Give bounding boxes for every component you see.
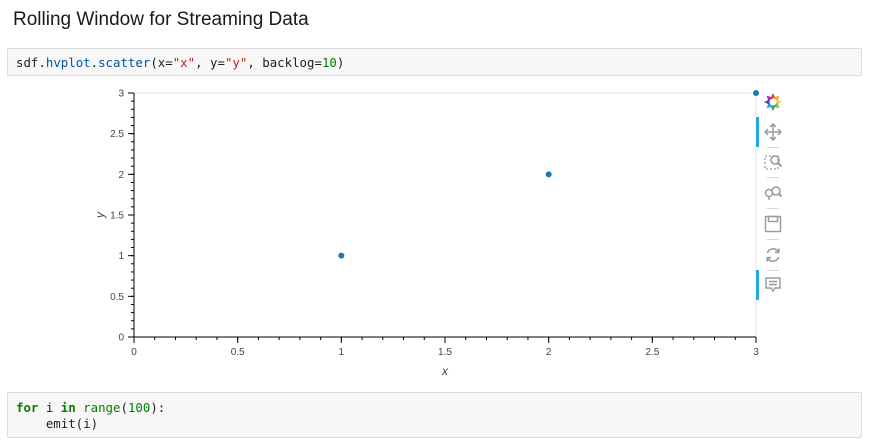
code-token: "x" <box>172 55 196 70</box>
plot-toolbar <box>756 90 787 305</box>
data-point <box>545 171 552 178</box>
code-line: emit(i) <box>16 416 853 432</box>
hover-icon[interactable] <box>763 275 783 295</box>
wheel-zoom-icon[interactable] <box>763 183 783 203</box>
plot-area <box>133 92 757 338</box>
code-token: , backlog= <box>247 55 322 70</box>
x-tick-label: 1 <box>339 347 345 358</box>
scatter-plot[interactable]: 0 0.5 1 1.5 2 2.5 3 0 0.5 1 1.5 2 2.5 3 x y <box>0 80 872 386</box>
y-axis-label: y <box>93 211 107 219</box>
y-tick-label: 2.5 <box>110 129 124 140</box>
y-tick-label: 1 <box>118 251 124 262</box>
y-tick-label: 0.5 <box>110 292 124 303</box>
code-cell-hvplot[interactable]: sdf.hvplot.scatter(x="x", y="y", backlog… <box>7 48 862 76</box>
pan-icon[interactable] <box>763 122 783 142</box>
x-tick-label: 1.5 <box>438 347 452 358</box>
bokeh-logo-icon[interactable] <box>763 92 783 112</box>
code-token: 100 <box>127 400 151 415</box>
y-tick-label: 0 <box>118 333 124 344</box>
code-token: , y= <box>195 55 225 70</box>
code-token: ): <box>150 400 166 415</box>
code-token: (x= <box>150 55 173 70</box>
code-token: i <box>38 400 61 415</box>
box-zoom-icon[interactable] <box>763 152 783 172</box>
data-point <box>753 90 759 96</box>
x-tick-label: 2.5 <box>645 347 659 358</box>
code-token: "y" <box>224 55 248 70</box>
page-heading: Rolling Window for Streaming Data <box>13 9 309 30</box>
x-tick-label: 0.5 <box>231 347 245 358</box>
data-point <box>338 252 345 259</box>
code-token: for <box>16 400 39 415</box>
code-token: . <box>38 55 46 70</box>
reset-icon[interactable] <box>763 245 783 265</box>
y-tick-label: 3 <box>118 89 124 100</box>
save-icon[interactable] <box>763 214 783 234</box>
x-tick-label: 3 <box>753 347 759 358</box>
code-token: range <box>83 400 121 415</box>
code-token: 10 <box>321 55 337 70</box>
code-line: for i in range(100): <box>16 400 853 416</box>
code-token: scatter <box>98 55 151 70</box>
y-tick-label: 1.5 <box>110 211 124 222</box>
code-line: sdf.hvplot.scatter(x="x", y="y", backlog… <box>16 55 853 71</box>
code-token: . <box>90 55 99 70</box>
code-token: ) <box>336 55 345 70</box>
code-token: ( <box>120 400 128 415</box>
code-token: in <box>60 400 76 415</box>
x-tick-label: 0 <box>131 347 137 358</box>
code-token: emit(i) <box>16 416 99 431</box>
code-token: hvplot <box>45 55 91 70</box>
x-tick-label: 2 <box>546 347 552 358</box>
code-cell-emit-loop[interactable]: for i in range(100): emit(i) <box>7 392 862 438</box>
code-token: sdf <box>16 55 39 70</box>
x-axis-label: x <box>441 364 449 378</box>
y-tick-label: 2 <box>118 170 124 181</box>
